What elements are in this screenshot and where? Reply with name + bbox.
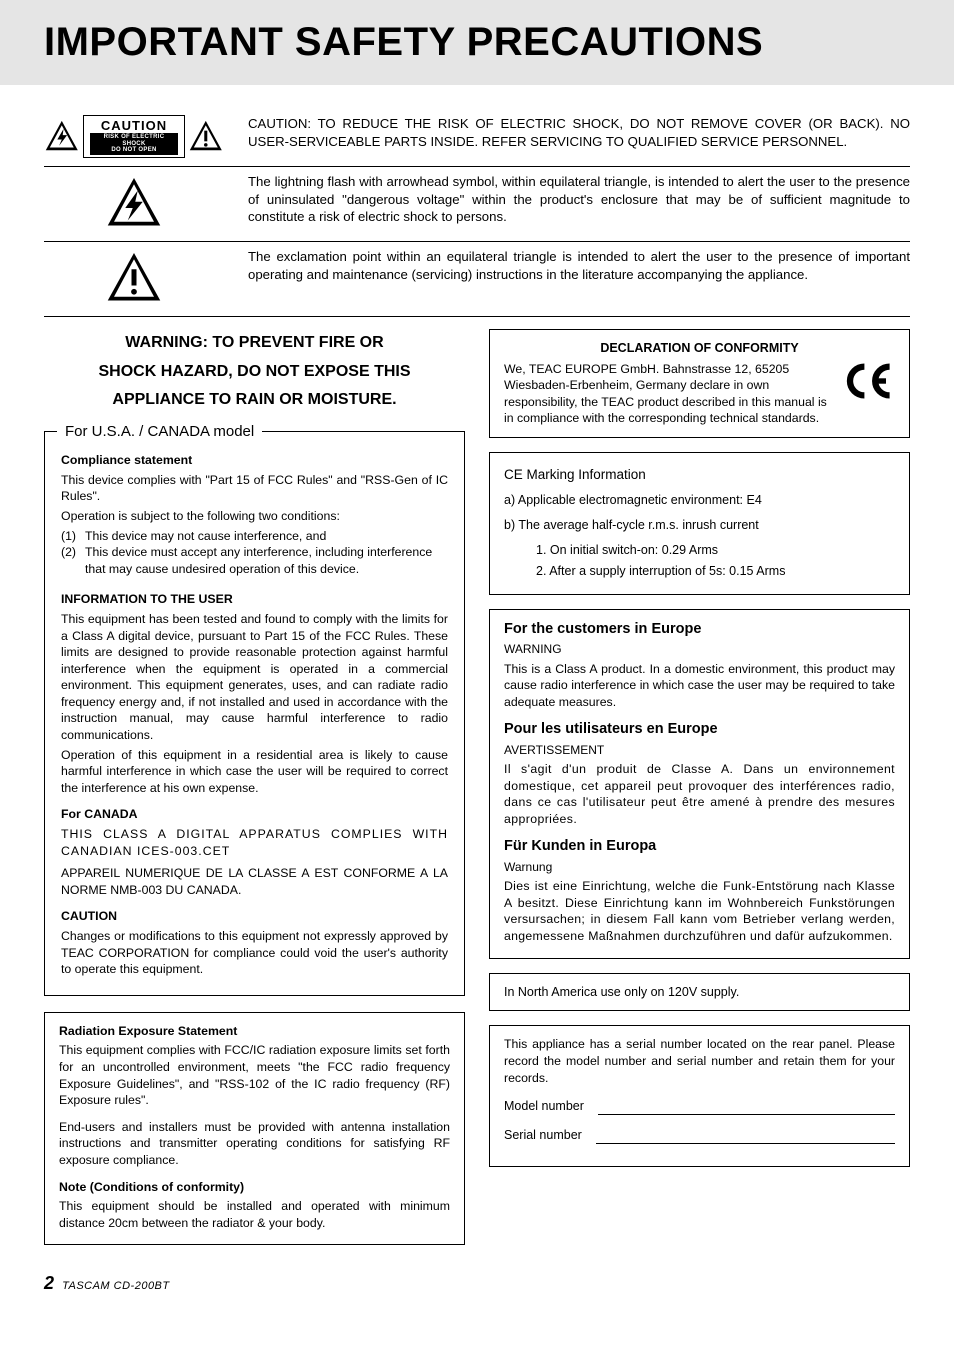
info-heading: INFORMATION TO THE USER xyxy=(61,591,448,608)
footer-product: TASCAM CD-200BT xyxy=(62,1280,170,1292)
caution-label-box: CAUTION RISK OF ELECTRIC SHOCK DO NOT OP… xyxy=(83,115,186,158)
note-p: This equipment should be installed and o… xyxy=(59,1198,450,1231)
compliance-heading: Compliance statement xyxy=(61,452,448,469)
caution-sub: RISK OF ELECTRIC SHOCK DO NOT OPEN xyxy=(90,133,179,155)
right-column: DECLARATION OF CONFORMITY We, TEAC EUROP… xyxy=(489,329,910,1260)
ce-item-b1: 1. On initial switch-on: 0.29 Arms xyxy=(536,542,895,559)
model-number-label: Model number xyxy=(504,1098,584,1115)
declaration-box: DECLARATION OF CONFORMITY We, TEAC EUROP… xyxy=(489,329,910,438)
list-num: (1) xyxy=(61,528,85,545)
exclamation-triangle-icon xyxy=(104,248,164,308)
list-num: (2) xyxy=(61,544,85,577)
compliance-list: (1)This device may not cause interferenc… xyxy=(61,528,448,578)
compliance-p1: This device complies with "Part 15 of FC… xyxy=(61,472,448,505)
left-column: WARNING: TO PREVENT FIRE OR SHOCK HAZARD… xyxy=(44,329,465,1260)
warning-line-3: APPLIANCE TO RAIN OR MOISTURE. xyxy=(50,386,459,415)
ce-marking-box: CE Marking Information a) Applicable ele… xyxy=(489,452,910,595)
serial-intro: This appliance has a serial number locat… xyxy=(504,1036,895,1086)
ce-item-a: a) Applicable electromagnetic environmen… xyxy=(504,492,895,509)
compliance-li2: This device must accept any interference… xyxy=(85,544,448,577)
warning-line-1: WARNING: TO PREVENT FIRE OR xyxy=(50,329,459,358)
radiation-p2: End-users and installers must be provide… xyxy=(59,1119,450,1169)
usa-canada-box: For U.S.A. / CANADA model Compliance sta… xyxy=(44,431,465,996)
caution-text-1: CAUTION: TO REDUCE THE RISK OF ELECTRIC … xyxy=(248,115,910,151)
caution-sub-heading: CAUTION xyxy=(61,908,448,925)
note-heading: Note (Conditions of conformity) xyxy=(59,1179,450,1196)
na-supply-box: In North America use only on 120V supply… xyxy=(489,973,910,1012)
ce-mark-icon xyxy=(841,361,895,401)
caution-row-1: CAUTION RISK OF ELECTRIC SHOCK DO NOT OP… xyxy=(44,109,910,167)
caution-label-icon: CAUTION RISK OF ELECTRIC SHOCK DO NOT OP… xyxy=(44,115,224,158)
exclamation-icon-col xyxy=(44,248,224,308)
eu-de-heading: Für Kunden in Europa xyxy=(504,837,895,857)
europe-customers-box: For the customers in Europe WARNING This… xyxy=(489,609,910,959)
canada-p2: APPAREIL NUMERIQUE DE LA CLASSE A EST CO… xyxy=(61,865,448,898)
canada-p1: THIS CLASS A DIGITAL APPARATUS COMPLIES … xyxy=(61,826,448,859)
caution-row-3: The exclamation point within an equilate… xyxy=(44,242,910,317)
caution-word: CAUTION xyxy=(90,118,179,133)
canada-heading: For CANADA xyxy=(61,806,448,823)
page: IMPORTANT SAFETY PRECAUTIONS CAUTION RIS… xyxy=(0,0,954,1312)
lightning-triangle-icon xyxy=(104,173,164,233)
eu-en-heading: For the customers in Europe xyxy=(504,620,895,640)
warning-heading: WARNING: TO PREVENT FIRE OR SHOCK HAZARD… xyxy=(44,329,465,415)
lightning-icon-col xyxy=(44,173,224,233)
exclamation-triangle-icon xyxy=(188,118,224,154)
declaration-p: We, TEAC EUROPE GmbH. Bahnstrasse 12, 65… xyxy=(504,361,833,427)
columns: WARNING: TO PREVENT FIRE OR SHOCK HAZARD… xyxy=(44,329,910,1260)
na-supply-text: In North America use only on 120V supply… xyxy=(504,984,895,1001)
radiation-box: Radiation Exposure Statement This equipm… xyxy=(44,1012,465,1246)
radiation-heading: Radiation Exposure Statement xyxy=(59,1023,450,1040)
caution-row-2: The lightning flash with arrowhead symbo… xyxy=(44,167,910,242)
eu-en-warning: WARNING xyxy=(504,641,895,657)
info-p2: Operation of this equipment in a residen… xyxy=(61,747,448,797)
caution-text-3: The exclamation point within an equilate… xyxy=(248,248,910,284)
radiation-p1: This equipment complies with FCC/IC radi… xyxy=(59,1042,450,1108)
page-title: IMPORTANT SAFETY PRECAUTIONS xyxy=(44,20,910,65)
caution-sub-p: Changes or modifications to this equipme… xyxy=(61,928,448,978)
lightning-triangle-icon xyxy=(44,118,80,154)
page-number: 2 xyxy=(44,1273,55,1293)
eu-fr-heading: Pour les utilisateurs en Europe xyxy=(504,720,895,740)
eu-fr-p: Il s'agit d'un produit de Classe A. Dans… xyxy=(504,761,895,827)
ce-marking-heading: CE Marking Information xyxy=(504,466,895,484)
serial-number-field[interactable] xyxy=(596,1130,895,1144)
eu-fr-warning: AVERTISSEMENT xyxy=(504,742,895,758)
ce-item-b: b) The average half-cycle r.m.s. inrush … xyxy=(504,517,895,534)
eu-de-p: Dies ist eine Einrichtung, welche die Fu… xyxy=(504,878,895,944)
serial-box: This appliance has a serial number locat… xyxy=(489,1025,910,1167)
model-number-field[interactable] xyxy=(598,1101,895,1115)
eu-de-warning: Warnung xyxy=(504,859,895,875)
info-p1: This equipment has been tested and found… xyxy=(61,611,448,744)
page-footer: 2 TASCAM CD-200BT xyxy=(44,1273,910,1294)
declaration-heading: DECLARATION OF CONFORMITY xyxy=(504,340,895,357)
eu-en-p: This is a Class A product. In a domestic… xyxy=(504,661,895,711)
ce-item-b2: 2. After a supply interruption of 5s: 0.… xyxy=(536,563,895,580)
compliance-li1: This device may not cause interference, … xyxy=(85,528,326,545)
header-band: IMPORTANT SAFETY PRECAUTIONS xyxy=(0,0,954,85)
warning-line-2: SHOCK HAZARD, DO NOT EXPOSE THIS xyxy=(50,358,459,387)
compliance-p2: Operation is subject to the following tw… xyxy=(61,508,448,525)
serial-number-label: Serial number xyxy=(504,1127,582,1144)
usa-canada-legend: For U.S.A. / CANADA model xyxy=(57,422,262,442)
caution-text-2: The lightning flash with arrowhead symbo… xyxy=(248,173,910,226)
